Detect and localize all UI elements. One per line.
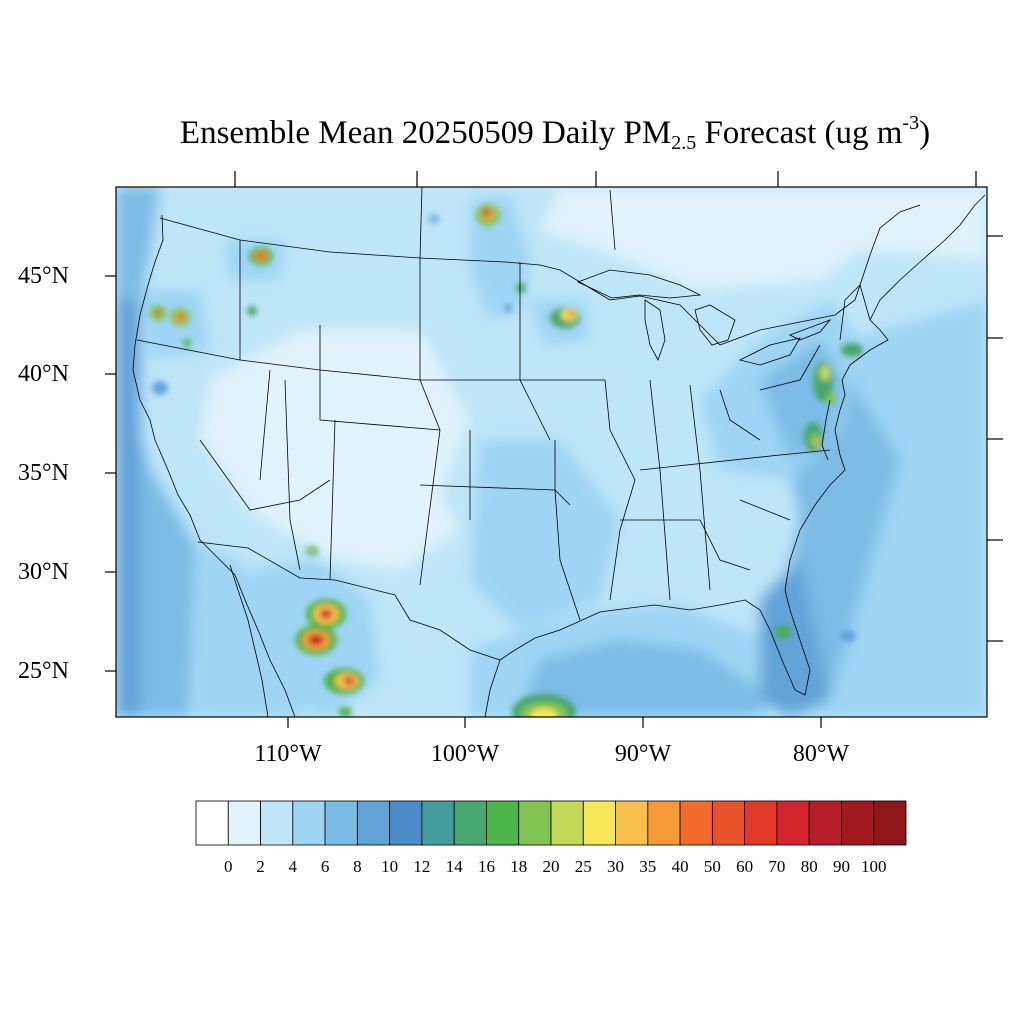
colorbar-box <box>356 800 391 846</box>
colorbar-tick-label: 50 <box>703 857 721 876</box>
colorbar-tick-label: 14 <box>445 857 463 876</box>
colorbar-tick-label: 16 <box>478 857 495 876</box>
colorbar-box <box>873 800 907 846</box>
title-superscript: -3 <box>902 112 920 134</box>
lat-label-30: 30°N <box>18 559 69 585</box>
colorbar-box <box>841 800 875 846</box>
colorbar-box <box>324 800 358 846</box>
colorbar-box <box>260 800 294 846</box>
colorbar-box <box>615 800 649 846</box>
lon-label-110w: 110°W <box>254 741 322 767</box>
colorbar-tick-label: 60 <box>736 857 754 876</box>
colorbar-box <box>776 800 810 846</box>
colorbar-tick-label: 70 <box>768 857 786 876</box>
colorbar-tick-label: 90 <box>833 857 850 876</box>
colorbar-tick-label: 6 <box>320 857 330 876</box>
colorbar-tick-label: 100 <box>860 857 887 876</box>
lon-label-90w: 90°W <box>614 741 672 767</box>
colorbar-tick-label: 30 <box>607 857 624 876</box>
hotspots <box>150 204 863 717</box>
colorbar-box <box>808 800 842 846</box>
colorbar-box <box>195 800 229 846</box>
lon-label-80w: 80°W <box>792 741 850 767</box>
concentration-field <box>116 187 987 717</box>
map-frame <box>115 186 988 718</box>
map-title: Ensemble Mean 20250509 Daily PM2.5 Forec… <box>0 112 1024 155</box>
colorbar-box <box>421 800 455 846</box>
colorbar-box <box>227 800 261 846</box>
colorbar-tick-label: 12 <box>413 857 431 876</box>
title-suffix: ) <box>919 115 931 151</box>
colorbar-box <box>744 800 778 846</box>
title-prefix: Ensemble Mean 20250509 Daily PM <box>179 115 672 151</box>
colorbar-box <box>389 800 423 846</box>
axis-ticks <box>105 171 1003 728</box>
colorbar-box <box>550 800 584 846</box>
lat-label-25: 25°N <box>18 658 69 684</box>
colorbar-box <box>453 800 487 846</box>
lat-label-40: 40°N <box>18 361 69 387</box>
colorbar <box>195 800 907 846</box>
title-middle: Forecast (ug m <box>696 115 903 151</box>
lat-label-35: 35°N <box>18 460 69 486</box>
colorbar-tick-label: 20 <box>542 857 560 876</box>
colorbar-box <box>711 800 746 846</box>
boundaries <box>132 187 986 717</box>
colorbar-tick-label: 4 <box>288 857 298 876</box>
colorbar-box <box>292 800 326 846</box>
colorbar-box <box>647 800 681 846</box>
colorbar-box <box>582 800 616 846</box>
colorbar-tick-label: 2 <box>256 857 265 876</box>
colorbar-tick-label: 80 <box>800 857 818 876</box>
colorbar-box <box>679 800 713 846</box>
colorbar-box <box>486 800 520 846</box>
colorbar-tick-label: 10 <box>381 857 399 876</box>
lon-label-100w: 100°W <box>430 741 500 767</box>
colorbar-tick-label: 0 <box>224 857 233 876</box>
colorbar-tick-label: 40 <box>671 857 689 876</box>
colorbar-tick-label: 18 <box>510 857 528 876</box>
lat-label-45: 45°N <box>18 263 69 289</box>
title-subscript: 2.5 <box>671 132 697 154</box>
colorbar-tick-label: 25 <box>574 857 592 876</box>
colorbar-box <box>518 800 552 846</box>
colorbar-tick-label: 35 <box>639 857 657 876</box>
colorbar-tick-label: 8 <box>353 857 362 876</box>
